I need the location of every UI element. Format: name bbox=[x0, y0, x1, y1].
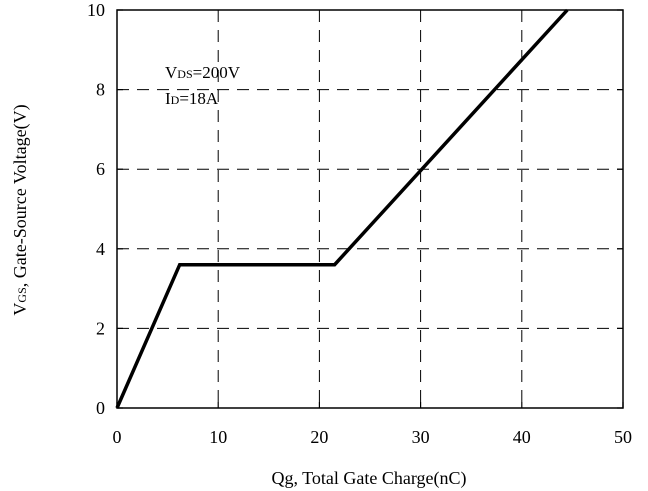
series-layer bbox=[115, 8, 569, 409]
x-tick-label: 10 bbox=[209, 427, 227, 447]
series-line bbox=[115, 8, 569, 409]
y-tick-label: 4 bbox=[96, 239, 105, 259]
y-axis-title: VGS, Gate-Source Voltage(V) bbox=[10, 104, 31, 315]
y-tick-labels: 0 2 4 6 8 10 bbox=[87, 0, 105, 418]
x-tick-label: 40 bbox=[513, 427, 531, 447]
annotation-id: ID=18A bbox=[165, 89, 219, 108]
x-tick-label: 20 bbox=[310, 427, 328, 447]
y-tick-label: 10 bbox=[87, 0, 105, 20]
y-tick-label: 8 bbox=[96, 80, 105, 100]
y-tick-label: 6 bbox=[96, 159, 105, 179]
x-tick-labels: 0 10 20 30 40 50 bbox=[113, 427, 633, 447]
x-tick-label: 30 bbox=[412, 427, 430, 447]
y-tick-label: 2 bbox=[96, 318, 105, 338]
x-tick-label: 0 bbox=[113, 427, 122, 447]
y-tick-label: 0 bbox=[96, 398, 105, 418]
grid-lines bbox=[117, 10, 623, 408]
axis-ticks bbox=[116, 9, 624, 409]
x-axis-title: Qg, Total Gate Charge(nC) bbox=[271, 468, 466, 489]
annotation-vds: VDS=200V bbox=[165, 63, 241, 82]
x-tick-label: 50 bbox=[614, 427, 632, 447]
plot-frame bbox=[116, 9, 624, 409]
